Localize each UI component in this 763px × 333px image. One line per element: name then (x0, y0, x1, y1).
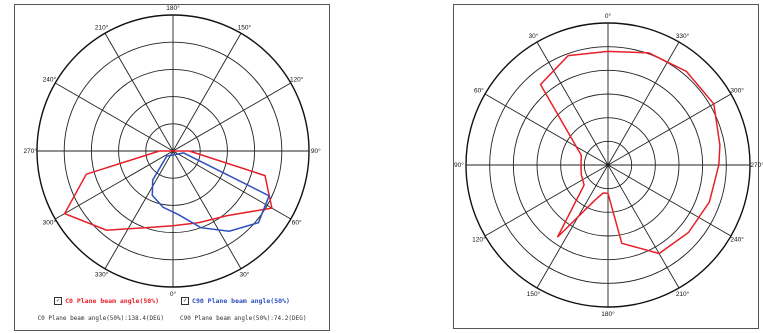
angle-label: 0° (170, 290, 177, 298)
series-line-1 (151, 152, 271, 232)
angle-label: 30° (239, 271, 249, 279)
series-line-0 (539, 50, 721, 255)
angle-label: 240° (730, 236, 744, 244)
angle-label: 270° (750, 161, 763, 169)
angle-label: 90° (454, 161, 464, 169)
checkbox-icon[interactable]: ✓ (54, 297, 63, 305)
angle-label: 330° (676, 32, 690, 40)
checkbox-icon[interactable]: ✓ (181, 297, 190, 305)
angle-label: 120° (472, 236, 486, 244)
angle-label: 60° (292, 218, 302, 226)
angle-label: 270° (23, 147, 37, 155)
series-line-0 (63, 150, 273, 231)
legend-item-c90[interactable]: ✓ C90 Plane beam angle(50%) (181, 297, 290, 305)
left-polar-chart: 180° 150° 120° 90° 60° 30° 0° 330° 300° 270° 240° 2… (23, 4, 321, 298)
legend-item-c0[interactable]: ✓ C0 Plane beam angle(50%) (54, 297, 159, 305)
angle-label: 180° (601, 310, 615, 318)
left-polar-chart-panel: 180° 150° 120° 90° 60° 30° 0° 330° 300° 270° 240° 2… (14, 4, 330, 331)
angle-label: 300° (730, 86, 744, 94)
beam-angle-c90: C90 Plane beam angle(50%):74.2(DEG) (180, 315, 307, 322)
angle-label: 120° (290, 76, 304, 84)
angle-label: 180° (166, 4, 180, 12)
beam-angle-readout: C0 Plane beam angle(50%):138.4(DEG) C90 … (15, 315, 329, 322)
angle-label: 330° (95, 271, 109, 279)
right-polar-chart: 0° 330° 300° 270° 240° 210° 180° 150° 120° 90° 60°… (454, 12, 763, 318)
angle-label: 240° (43, 76, 57, 84)
grid-spoke (536, 41, 680, 289)
beam-angle-c0: C0 Plane beam angle(50%):138.4(DEG) (37, 315, 164, 322)
right-polar-chart-panel: 0° 330° 300° 270° 240° 210° 180° 150° 120° 90° 60°… (453, 4, 763, 329)
legend-label-c90: C90 Plane beam angle(50%) (192, 297, 290, 305)
angle-label: 300° (43, 218, 57, 226)
angle-label: 150° (238, 23, 252, 31)
angle-label: 210° (95, 23, 109, 31)
angle-label: 0° (605, 12, 612, 20)
angle-label: 210° (676, 290, 690, 298)
angle-label: 150° (527, 290, 541, 298)
legend-label-c0: C0 Plane beam angle(50%) (65, 297, 160, 305)
angle-label: 60° (474, 86, 484, 94)
angle-label: 90° (311, 147, 321, 155)
angle-label: 30° (529, 32, 539, 40)
left-legend: ✓ C0 Plane beam angle(50%) ✓ C90 Plane b… (15, 297, 329, 305)
